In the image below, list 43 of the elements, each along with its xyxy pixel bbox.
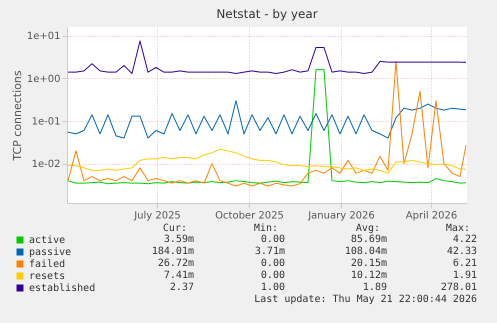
line-series [68, 40, 466, 74]
x-tick-label: January 2026 [307, 210, 375, 222]
legend-label: resets [29, 271, 66, 282]
text: 278.01 [440, 282, 477, 293]
y-tick-label: 1e+01 [26, 31, 60, 42]
text: 0.00 [260, 234, 285, 245]
x-tick-label: July 2025 [133, 210, 181, 222]
text: 1.91 [452, 270, 477, 281]
text: 42.33 [446, 246, 477, 257]
text: Cur: [162, 223, 187, 234]
line-series [68, 100, 466, 139]
y-tick-label: 1e-01 [32, 116, 60, 128]
text: 1.89 [362, 282, 387, 293]
text: 10.12m [350, 270, 387, 281]
text: 108.04m [344, 246, 387, 257]
text: Avg: [356, 223, 380, 234]
x-tick-label: October 2025 [215, 210, 284, 222]
x-tick-label: April 2026 [406, 210, 458, 222]
text: 3.59m [164, 234, 194, 245]
line-series [68, 148, 466, 174]
text: 3.71m [254, 246, 285, 257]
text: 26.72m [158, 258, 194, 269]
text: 2.37 [170, 282, 194, 293]
text: 85.69m [350, 234, 387, 245]
text: 6.21 [452, 258, 477, 269]
legend-label: passive [29, 247, 72, 258]
text: Last update: Thu May 21 22:00:44 2026 [254, 294, 477, 305]
y-axis-title: TCP connections [10, 70, 24, 162]
text: 20.15m [350, 258, 387, 269]
legend-label: failed [29, 259, 66, 270]
text: 4.22 [452, 234, 477, 245]
y-tick-label: 1e+00 [26, 74, 60, 85]
text: 0.00 [260, 270, 285, 281]
chart-title: Netstat - by year [216, 7, 318, 21]
y-tick-label: 1e-02 [32, 159, 60, 170]
text: Max: [446, 223, 470, 234]
legend-label: established [29, 283, 96, 294]
text: 0.00 [260, 258, 285, 269]
legend-label: active [29, 235, 66, 246]
text: 7.41m [164, 270, 194, 281]
text: 1.00 [260, 282, 285, 293]
text: Min: [254, 223, 278, 234]
text: 184.01m [152, 246, 194, 257]
